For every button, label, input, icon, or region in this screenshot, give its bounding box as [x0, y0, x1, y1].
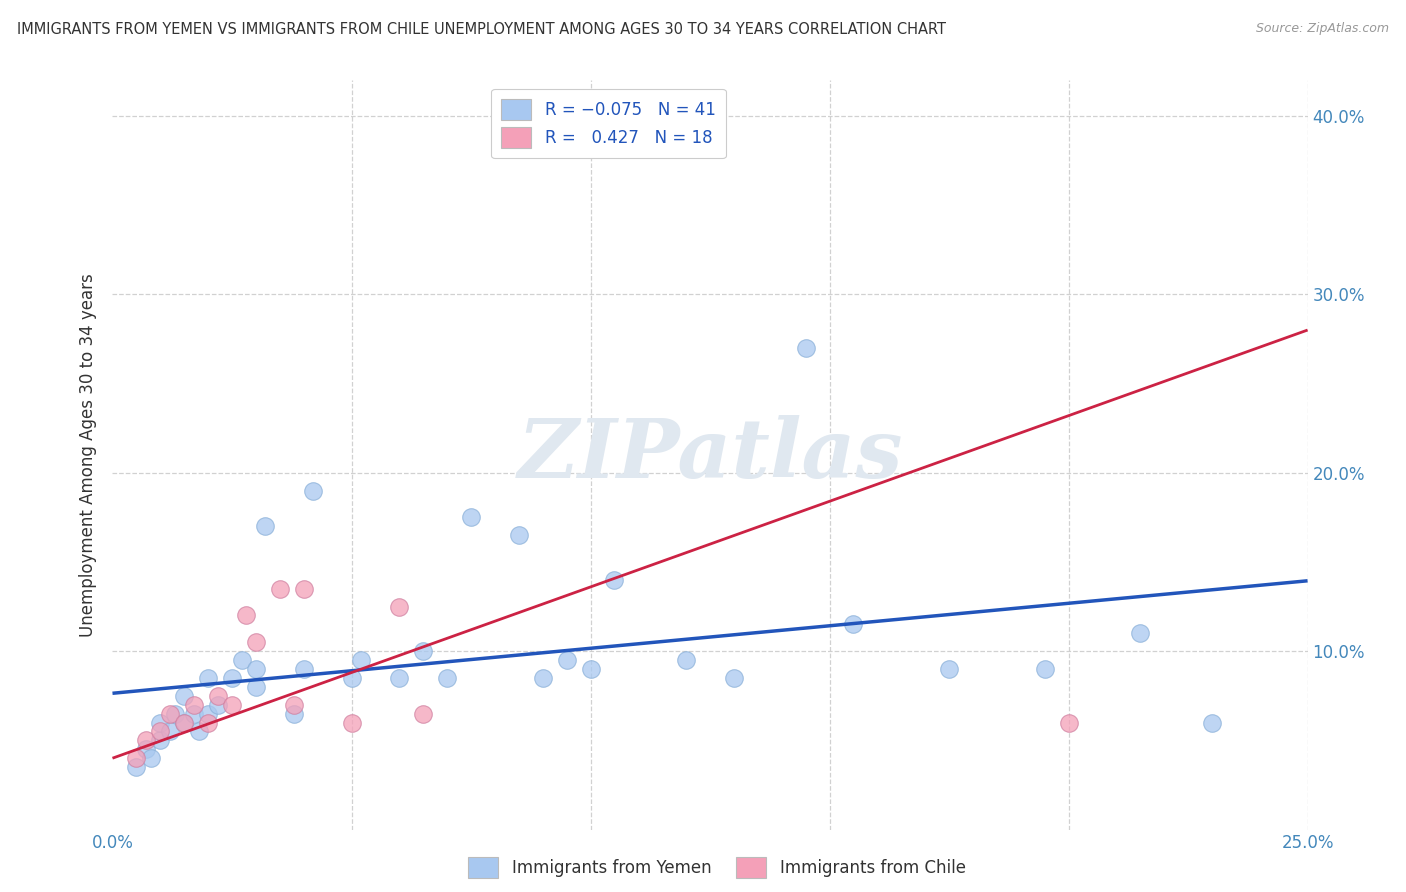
Point: [207, 698, 229, 712]
Point: [159, 706, 181, 721]
Point: [159, 724, 181, 739]
Point: [302, 483, 325, 498]
Point: [245, 680, 267, 694]
Point: [1129, 626, 1152, 640]
Point: [579, 662, 602, 676]
Point: [436, 671, 458, 685]
Point: [1033, 662, 1056, 676]
Point: [388, 671, 411, 685]
Point: [163, 706, 186, 721]
Point: [842, 617, 865, 632]
Point: [183, 698, 205, 712]
Point: [245, 662, 267, 676]
Point: [173, 715, 195, 730]
Y-axis label: Unemployment Among Ages 30 to 34 years: Unemployment Among Ages 30 to 34 years: [79, 273, 97, 637]
Point: [388, 599, 411, 614]
Point: [149, 733, 172, 747]
Point: [555, 653, 578, 667]
Point: [173, 689, 195, 703]
Point: [197, 715, 219, 730]
Point: [187, 724, 209, 739]
Point: [149, 715, 172, 730]
Point: [231, 653, 253, 667]
Point: [235, 608, 257, 623]
Point: [135, 742, 157, 756]
Point: [723, 671, 745, 685]
Point: [412, 644, 434, 658]
Point: [675, 653, 697, 667]
Point: [292, 582, 315, 596]
Point: [173, 715, 195, 730]
Point: [412, 706, 434, 721]
Point: [1057, 715, 1080, 730]
Legend: R = −0.075   N = 41, R =   0.427   N = 18: R = −0.075 N = 41, R = 0.427 N = 18: [491, 88, 725, 158]
Point: [340, 671, 363, 685]
Point: [183, 706, 205, 721]
Point: [283, 706, 305, 721]
Point: [149, 724, 172, 739]
Point: [531, 671, 554, 685]
Point: [460, 510, 482, 524]
Text: IMMIGRANTS FROM YEMEN VS IMMIGRANTS FROM CHILE UNEMPLOYMENT AMONG AGES 30 TO 34 : IMMIGRANTS FROM YEMEN VS IMMIGRANTS FROM…: [17, 22, 946, 37]
Point: [508, 528, 530, 542]
Point: [245, 635, 267, 649]
Point: [340, 715, 363, 730]
Point: [794, 341, 817, 355]
Point: [125, 760, 148, 774]
Point: [139, 751, 162, 765]
Point: [603, 573, 626, 587]
Point: [197, 671, 219, 685]
Point: [254, 519, 277, 533]
Point: [125, 751, 148, 765]
Point: [269, 582, 291, 596]
Point: [1201, 715, 1223, 730]
Point: [135, 733, 157, 747]
Point: [938, 662, 960, 676]
Text: ZIPatlas: ZIPatlas: [517, 415, 903, 495]
Point: [350, 653, 373, 667]
Point: [292, 662, 315, 676]
Point: [221, 671, 243, 685]
Legend: Immigrants from Yemen, Immigrants from Chile: Immigrants from Yemen, Immigrants from C…: [460, 848, 974, 887]
Text: Source: ZipAtlas.com: Source: ZipAtlas.com: [1256, 22, 1389, 36]
Point: [283, 698, 305, 712]
Point: [197, 706, 219, 721]
Point: [221, 698, 243, 712]
Point: [207, 689, 229, 703]
